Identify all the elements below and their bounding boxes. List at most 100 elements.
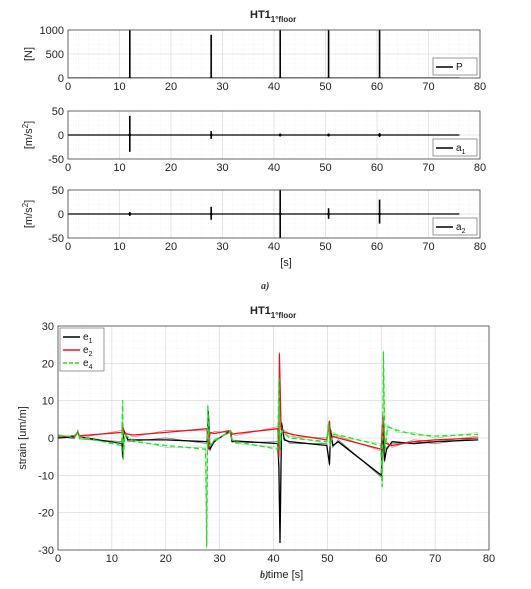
series-line-e1 (58, 411, 479, 544)
data-layer (68, 30, 460, 78)
legend-label: e4 (83, 358, 93, 371)
chart-b-title-sub: 1°floor (271, 311, 296, 320)
legend: a2 (432, 217, 478, 236)
x-tick-label: 30 (216, 241, 228, 253)
y-tick-label: -50 (48, 233, 64, 245)
x-tick-label: 80 (474, 241, 486, 253)
x-tick-label: 20 (165, 162, 177, 174)
spike-point (209, 212, 213, 216)
y-axis-label-main: [m/s (23, 207, 35, 228)
x-tick-label: 50 (319, 162, 331, 174)
legend-label: P (456, 62, 463, 73)
y-axis-label-end: ] (23, 121, 35, 124)
y-tick-label: 50 (52, 185, 64, 197)
chart-a-title-sub: 1°floor (271, 15, 296, 24)
x-tick-label: 30 (216, 162, 228, 174)
chart-b-title-main: HT1 (250, 305, 271, 317)
spike-point (327, 133, 330, 137)
chart-a-title-main: HT1 (250, 9, 271, 21)
y-tick-label: 0 (48, 433, 54, 445)
y-tick-label: -30 (38, 545, 54, 557)
spike-point (278, 133, 282, 137)
x-tick-label: 60 (375, 553, 387, 565)
y-tick-label: -10 (38, 470, 54, 482)
legend-label-sub: 4 (89, 364, 93, 371)
y-tick-label: 30 (42, 321, 54, 333)
chart-strain: 0 10 20 30 40 50 60 70 80 -30 -20 -10 0 10 20 30 strain … (17, 321, 495, 581)
x-tick-label: 10 (113, 241, 125, 253)
y-tick-label: 10 (42, 396, 54, 408)
x-tick-label: 20 (165, 241, 177, 253)
x-tick-label: 10 (113, 162, 125, 174)
axes-frame (67, 110, 481, 160)
y-tick-label: 50 (52, 106, 64, 118)
axes-frame (67, 29, 481, 79)
spike-point (209, 133, 213, 137)
x-tick-label: 80 (483, 553, 495, 565)
x-tick-label: 60 (371, 162, 383, 174)
x-tick-label: 10 (113, 81, 125, 93)
spike-point (327, 212, 330, 216)
legend-label-sub: 2 (89, 351, 93, 358)
caption-b: b) (260, 570, 268, 581)
legend-label-main: P (456, 62, 463, 73)
x-tick-label: 50 (319, 81, 331, 93)
spike-point (278, 212, 282, 216)
legend-label: e2 (83, 345, 93, 358)
axes-frame (67, 189, 481, 239)
legend-label-main: e (83, 358, 89, 369)
legend-label-sub: 2 (462, 228, 466, 235)
x-tick-label: 10 (106, 553, 118, 565)
x-tick-label: 50 (321, 553, 333, 565)
y-tick-label: 0 (58, 209, 64, 221)
data-layer (68, 190, 460, 238)
x-tick-label: 70 (429, 553, 441, 565)
x-tick-label: 50 (319, 241, 331, 253)
y-tick-label: 500 (46, 49, 64, 61)
legend-box (432, 57, 478, 76)
x-axis-label: [s] (280, 257, 292, 269)
caption-a: a) (261, 281, 269, 292)
chart-a-title: HT11°floor (250, 9, 296, 24)
legend-label: a2 (456, 222, 466, 235)
legend-label-sub: 1 (462, 149, 466, 156)
x-tick-label: 70 (422, 162, 434, 174)
series-band (58, 350, 479, 549)
x-tick-label: 70 (422, 241, 434, 253)
spike-point (128, 133, 132, 137)
legend-label-main: e (83, 345, 89, 356)
legend-box (432, 138, 478, 157)
x-tick-label: 70 (422, 81, 434, 93)
legend-label-main: a (456, 222, 462, 233)
y-tick-label: 20 (42, 358, 54, 370)
legend-box (432, 217, 478, 236)
data-layer (58, 350, 479, 549)
y-tick-label: -50 (48, 154, 64, 166)
spike-point (378, 133, 381, 137)
x-tick-label: 30 (216, 81, 228, 93)
x-tick-label: 40 (268, 81, 280, 93)
y-axis-label-main: [m/s (23, 128, 35, 149)
x-tick-label: 0 (65, 162, 71, 174)
y-tick-label: 0 (58, 73, 64, 85)
data-layer (68, 115, 460, 152)
legend-label-main: a (456, 143, 462, 154)
x-tick-label: 0 (65, 241, 71, 253)
y-tick-label: 1000 (40, 25, 64, 37)
y-axis-label-main: [N] (23, 47, 35, 61)
y-tick-label: -20 (38, 508, 54, 520)
x-tick-label: 20 (160, 553, 172, 565)
x-tick-label: 60 (371, 81, 383, 93)
axes-frame (57, 325, 490, 551)
legend-label-sub: 1 (89, 338, 93, 345)
legend-label-main: e (83, 332, 89, 343)
x-tick-label: 30 (214, 553, 226, 565)
y-axis-label: [m/s2] (21, 200, 35, 228)
y-axis-label-main: strain [um/m] (17, 406, 29, 470)
y-axis-label-sup: 2 (21, 123, 30, 128)
x-axis-label: time [s] (268, 569, 303, 581)
